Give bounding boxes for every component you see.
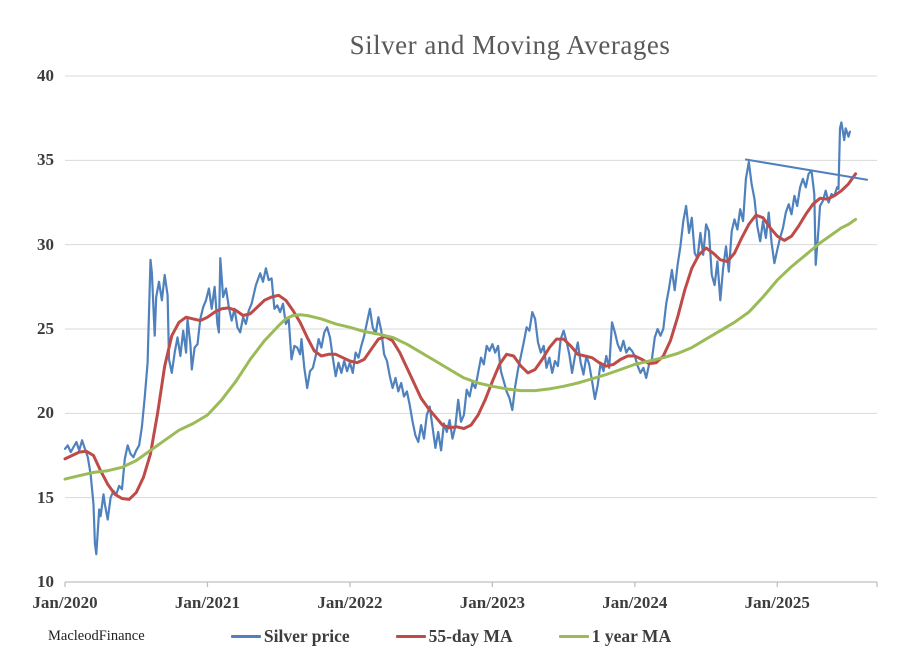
resistance-line <box>744 158 869 181</box>
legend-item-silver-price: Silver price <box>230 626 350 647</box>
y-tick-label-20: 20 <box>37 403 54 423</box>
ma55-line <box>63 172 858 501</box>
x-tick-label-Jan-2020: Jan/2020 <box>32 593 98 612</box>
legend-label-silver-price: Silver price <box>263 626 350 646</box>
x-tick-label-Jan-2025: Jan/2025 <box>744 593 810 612</box>
chart-title: Silver and Moving Averages <box>349 30 671 60</box>
ma55-line-swatch <box>395 634 426 639</box>
y-tick-label-30: 30 <box>37 234 54 254</box>
legend-label-1-year-ma: 1 year MA <box>591 626 672 646</box>
y-tick-label-15: 15 <box>37 487 54 507</box>
x-tick-label-Jan-2024: Jan/2024 <box>602 593 668 612</box>
x-tick-label-Jan-2021: Jan/2021 <box>174 593 241 612</box>
trendline-annotation <box>744 158 869 181</box>
ma1y-line <box>63 217 858 481</box>
legend-item-55-day-ma: 55-day MA <box>395 626 513 647</box>
y-tick-label-40: 40 <box>37 66 54 85</box>
legend-item-1-year-ma: 1 year MA <box>558 626 672 647</box>
x-axis-line <box>64 581 878 587</box>
y-tick-label-10: 10 <box>37 572 54 591</box>
y-tick-label-35: 35 <box>37 150 54 170</box>
silver-price-line <box>63 121 852 556</box>
gridlines <box>65 75 877 499</box>
x-tick-label-Jan-2022: Jan/2022 <box>317 593 383 612</box>
data-series <box>63 121 858 556</box>
chart-legend: Silver price 55-day MA 1 year MA <box>0 626 902 647</box>
x-tick-label-Jan-2023: Jan/2023 <box>459 593 525 612</box>
y-tick-label-25: 25 <box>37 319 54 338</box>
silver-price-line-swatch <box>230 634 261 639</box>
ma1y-line-swatch <box>558 634 589 639</box>
watermark: MacleodFinance <box>48 628 145 644</box>
legend-label-55-day-ma: 55-day MA <box>428 626 513 646</box>
